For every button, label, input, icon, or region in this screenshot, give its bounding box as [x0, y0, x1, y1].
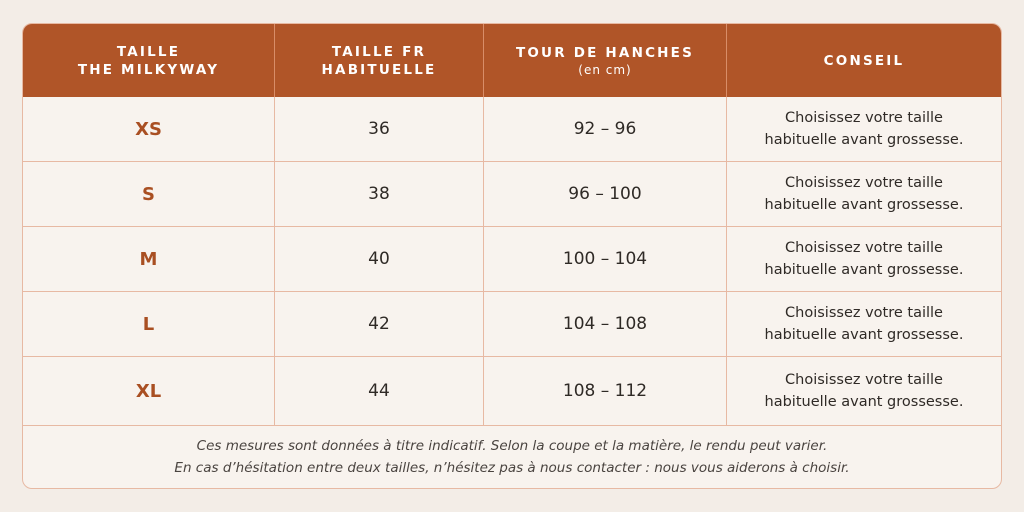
hip-range-cell: 92 – 96 [484, 97, 727, 161]
table-row: S 38 96 – 100 Choisissez votre taille ha… [23, 162, 1001, 227]
size-cell: M [23, 227, 275, 291]
header-label: TOUR DE HANCHES [515, 44, 695, 61]
size-cell: L [23, 292, 275, 356]
advice-line: Choisissez votre taille [785, 175, 943, 191]
header-taille-milkyway: TAILLE THE MILKYWAY [23, 24, 275, 97]
table-row: L 42 104 – 108 Choisissez votre taille h… [23, 292, 1001, 357]
fr-size-cell: 42 [275, 292, 484, 356]
header-label: THE MILKYWAY [77, 61, 220, 78]
advice-cell: Choisissez votre taille habituelle avant… [727, 292, 1001, 356]
header-label: TAILLE FR [331, 43, 427, 60]
hip-range-cell: 108 – 112 [484, 357, 727, 425]
advice-cell: Choisissez votre taille habituelle avant… [727, 357, 1001, 425]
advice-line: habituelle avant grossesse. [764, 262, 964, 278]
hip-range-cell: 100 – 104 [484, 227, 727, 291]
header-conseil: CONSEIL [727, 24, 1001, 97]
hip-range-cell: 96 – 100 [484, 162, 727, 226]
advice-line: habituelle avant grossesse. [764, 327, 964, 343]
advice-cell: Choisissez votre taille habituelle avant… [727, 97, 1001, 161]
advice-line: Choisissez votre taille [785, 240, 943, 256]
header-tour-de-hanches: TOUR DE HANCHES (en cm) [484, 24, 727, 97]
header-label: HABITUELLE [321, 61, 437, 78]
size-guide-card: TAILLE THE MILKYWAY TAILLE FR HABITUELLE… [22, 23, 1002, 489]
footnote-line: Ces mesures sont données à titre indicat… [196, 438, 828, 454]
advice-line: habituelle avant grossesse. [764, 132, 964, 148]
table-body: XS 36 92 – 96 Choisissez votre taille ha… [23, 97, 1001, 426]
size-cell: XS [23, 97, 275, 161]
table-row: XS 36 92 – 96 Choisissez votre taille ha… [23, 97, 1001, 162]
advice-line: habituelle avant grossesse. [764, 197, 964, 213]
footnote: Ces mesures sont données à titre indicat… [23, 426, 1001, 488]
header-label: CONSEIL [823, 52, 905, 69]
advice-line: habituelle avant grossesse. [764, 394, 964, 410]
hip-range-cell: 104 – 108 [484, 292, 727, 356]
advice-line: Choisissez votre taille [785, 110, 943, 126]
advice-line: Choisissez votre taille [785, 305, 943, 321]
table-row: XL 44 108 – 112 Choisissez votre taille … [23, 357, 1001, 426]
advice-line: Choisissez votre taille [785, 372, 943, 388]
size-cell: XL [23, 357, 275, 425]
table-row: M 40 100 – 104 Choisissez votre taille h… [23, 227, 1001, 292]
fr-size-cell: 44 [275, 357, 484, 425]
footnote-line: En cas d’hésitation entre deux tailles, … [174, 460, 850, 476]
header-label: TAILLE [116, 43, 181, 60]
fr-size-cell: 40 [275, 227, 484, 291]
fr-size-cell: 38 [275, 162, 484, 226]
header-unit: (en cm) [578, 62, 632, 77]
advice-cell: Choisissez votre taille habituelle avant… [727, 227, 1001, 291]
header-taille-fr: TAILLE FR HABITUELLE [275, 24, 484, 97]
size-cell: S [23, 162, 275, 226]
advice-cell: Choisissez votre taille habituelle avant… [727, 162, 1001, 226]
fr-size-cell: 36 [275, 97, 484, 161]
table-header: TAILLE THE MILKYWAY TAILLE FR HABITUELLE… [23, 24, 1001, 97]
